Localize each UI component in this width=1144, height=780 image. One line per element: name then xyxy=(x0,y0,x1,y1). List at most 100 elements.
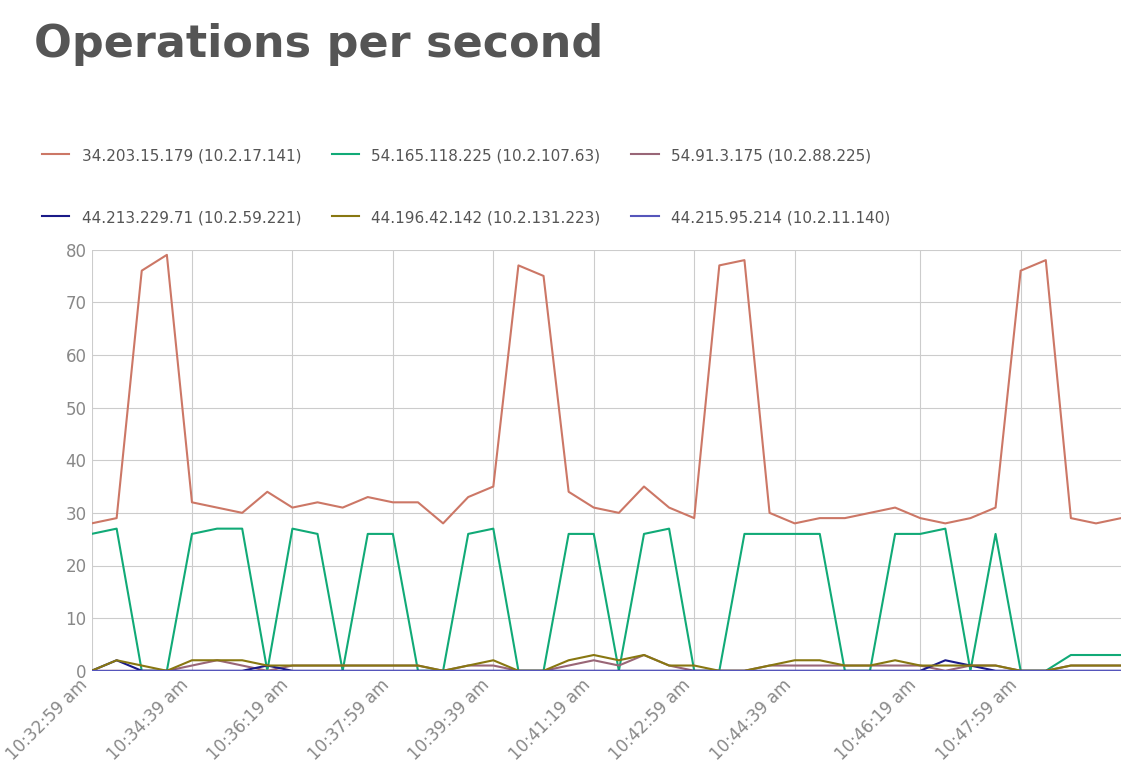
44.196.42.142 (10.2.131.223) xyxy=(311,661,325,670)
54.165.118.225 (10.2.107.63) xyxy=(738,529,752,538)
44.213.229.71 (10.2.59.221) xyxy=(537,666,550,675)
44.196.42.142 (10.2.131.223) xyxy=(360,661,374,670)
34.203.15.179 (10.2.17.141) xyxy=(612,509,626,518)
34.203.15.179 (10.2.17.141) xyxy=(713,261,726,270)
44.213.229.71 (10.2.59.221) xyxy=(436,666,450,675)
54.91.3.175 (10.2.88.225) xyxy=(688,666,701,675)
44.213.229.71 (10.2.59.221) xyxy=(261,661,275,670)
44.213.229.71 (10.2.59.221) xyxy=(185,666,199,675)
54.91.3.175 (10.2.88.225) xyxy=(763,661,777,670)
44.196.42.142 (10.2.131.223) xyxy=(612,655,626,665)
44.215.95.214 (10.2.11.140) xyxy=(913,666,927,675)
44.213.229.71 (10.2.59.221) xyxy=(738,666,752,675)
44.213.229.71 (10.2.59.221) xyxy=(988,666,1002,675)
54.91.3.175 (10.2.88.225) xyxy=(311,661,325,670)
54.91.3.175 (10.2.88.225) xyxy=(587,655,601,665)
54.165.118.225 (10.2.107.63) xyxy=(788,529,802,538)
54.165.118.225 (10.2.107.63) xyxy=(336,666,350,675)
54.165.118.225 (10.2.107.63) xyxy=(511,666,525,675)
44.215.95.214 (10.2.11.140) xyxy=(261,666,275,675)
44.215.95.214 (10.2.11.140) xyxy=(85,666,98,675)
44.196.42.142 (10.2.131.223) xyxy=(913,661,927,670)
Line: 44.196.42.142 (10.2.131.223): 44.196.42.142 (10.2.131.223) xyxy=(92,655,1121,671)
34.203.15.179 (10.2.17.141) xyxy=(286,503,300,512)
54.91.3.175 (10.2.88.225) xyxy=(988,661,1002,670)
34.203.15.179 (10.2.17.141) xyxy=(637,482,651,491)
34.203.15.179 (10.2.17.141) xyxy=(85,519,98,528)
54.165.118.225 (10.2.107.63) xyxy=(1014,666,1027,675)
44.215.95.214 (10.2.11.140) xyxy=(662,666,676,675)
44.196.42.142 (10.2.131.223) xyxy=(160,666,174,675)
54.165.118.225 (10.2.107.63) xyxy=(411,666,424,675)
54.91.3.175 (10.2.88.225) xyxy=(135,666,149,675)
34.203.15.179 (10.2.17.141) xyxy=(738,255,752,264)
54.91.3.175 (10.2.88.225) xyxy=(486,661,500,670)
44.215.95.214 (10.2.11.140) xyxy=(185,666,199,675)
44.196.42.142 (10.2.131.223) xyxy=(85,666,98,675)
34.203.15.179 (10.2.17.141) xyxy=(486,482,500,491)
54.91.3.175 (10.2.88.225) xyxy=(185,661,199,670)
54.165.118.225 (10.2.107.63) xyxy=(963,666,977,675)
54.165.118.225 (10.2.107.63) xyxy=(436,666,450,675)
54.165.118.225 (10.2.107.63) xyxy=(637,529,651,538)
34.203.15.179 (10.2.17.141) xyxy=(411,498,424,507)
44.213.229.71 (10.2.59.221) xyxy=(612,666,626,675)
54.165.118.225 (10.2.107.63) xyxy=(85,529,98,538)
44.196.42.142 (10.2.131.223) xyxy=(511,666,525,675)
34.203.15.179 (10.2.17.141) xyxy=(311,498,325,507)
34.203.15.179 (10.2.17.141) xyxy=(839,513,852,523)
44.213.229.71 (10.2.59.221) xyxy=(1064,666,1078,675)
44.196.42.142 (10.2.131.223) xyxy=(562,655,575,665)
44.215.95.214 (10.2.11.140) xyxy=(688,666,701,675)
54.165.118.225 (10.2.107.63) xyxy=(562,529,575,538)
34.203.15.179 (10.2.17.141) xyxy=(360,492,374,502)
54.165.118.225 (10.2.107.63) xyxy=(763,529,777,538)
44.215.95.214 (10.2.11.140) xyxy=(486,666,500,675)
54.91.3.175 (10.2.88.225) xyxy=(612,661,626,670)
44.196.42.142 (10.2.131.223) xyxy=(1014,666,1027,675)
44.213.229.71 (10.2.59.221) xyxy=(1014,666,1027,675)
44.196.42.142 (10.2.131.223) xyxy=(688,661,701,670)
44.213.229.71 (10.2.59.221) xyxy=(135,666,149,675)
44.196.42.142 (10.2.131.223) xyxy=(637,651,651,660)
44.215.95.214 (10.2.11.140) xyxy=(888,666,901,675)
44.213.229.71 (10.2.59.221) xyxy=(1039,666,1052,675)
54.165.118.225 (10.2.107.63) xyxy=(1064,651,1078,660)
44.213.229.71 (10.2.59.221) xyxy=(286,666,300,675)
34.203.15.179 (10.2.17.141) xyxy=(1064,513,1078,523)
44.213.229.71 (10.2.59.221) xyxy=(486,666,500,675)
34.203.15.179 (10.2.17.141) xyxy=(863,509,876,518)
54.165.118.225 (10.2.107.63) xyxy=(110,524,124,534)
44.196.42.142 (10.2.131.223) xyxy=(788,655,802,665)
54.91.3.175 (10.2.88.225) xyxy=(788,661,802,670)
54.165.118.225 (10.2.107.63) xyxy=(813,529,827,538)
34.203.15.179 (10.2.17.141) xyxy=(1089,519,1103,528)
44.215.95.214 (10.2.11.140) xyxy=(1064,666,1078,675)
54.91.3.175 (10.2.88.225) xyxy=(562,661,575,670)
44.215.95.214 (10.2.11.140) xyxy=(938,666,952,675)
44.213.229.71 (10.2.59.221) xyxy=(963,661,977,670)
44.196.42.142 (10.2.131.223) xyxy=(1039,666,1052,675)
44.196.42.142 (10.2.131.223) xyxy=(1089,661,1103,670)
44.213.229.71 (10.2.59.221) xyxy=(688,666,701,675)
54.91.3.175 (10.2.88.225) xyxy=(813,661,827,670)
54.91.3.175 (10.2.88.225) xyxy=(85,666,98,675)
44.213.229.71 (10.2.59.221) xyxy=(511,666,525,675)
34.203.15.179 (10.2.17.141) xyxy=(261,487,275,496)
44.213.229.71 (10.2.59.221) xyxy=(85,666,98,675)
44.213.229.71 (10.2.59.221) xyxy=(637,666,651,675)
34.203.15.179 (10.2.17.141) xyxy=(336,503,350,512)
44.196.42.142 (10.2.131.223) xyxy=(436,666,450,675)
44.215.95.214 (10.2.11.140) xyxy=(110,666,124,675)
44.215.95.214 (10.2.11.140) xyxy=(135,666,149,675)
44.215.95.214 (10.2.11.140) xyxy=(311,666,325,675)
34.203.15.179 (10.2.17.141) xyxy=(461,492,475,502)
44.213.229.71 (10.2.59.221) xyxy=(713,666,726,675)
54.91.3.175 (10.2.88.225) xyxy=(839,661,852,670)
34.203.15.179 (10.2.17.141) xyxy=(963,513,977,523)
44.215.95.214 (10.2.11.140) xyxy=(436,666,450,675)
54.165.118.225 (10.2.107.63) xyxy=(913,529,927,538)
44.213.229.71 (10.2.59.221) xyxy=(562,666,575,675)
44.215.95.214 (10.2.11.140) xyxy=(1114,666,1128,675)
54.91.3.175 (10.2.88.225) xyxy=(236,661,249,670)
